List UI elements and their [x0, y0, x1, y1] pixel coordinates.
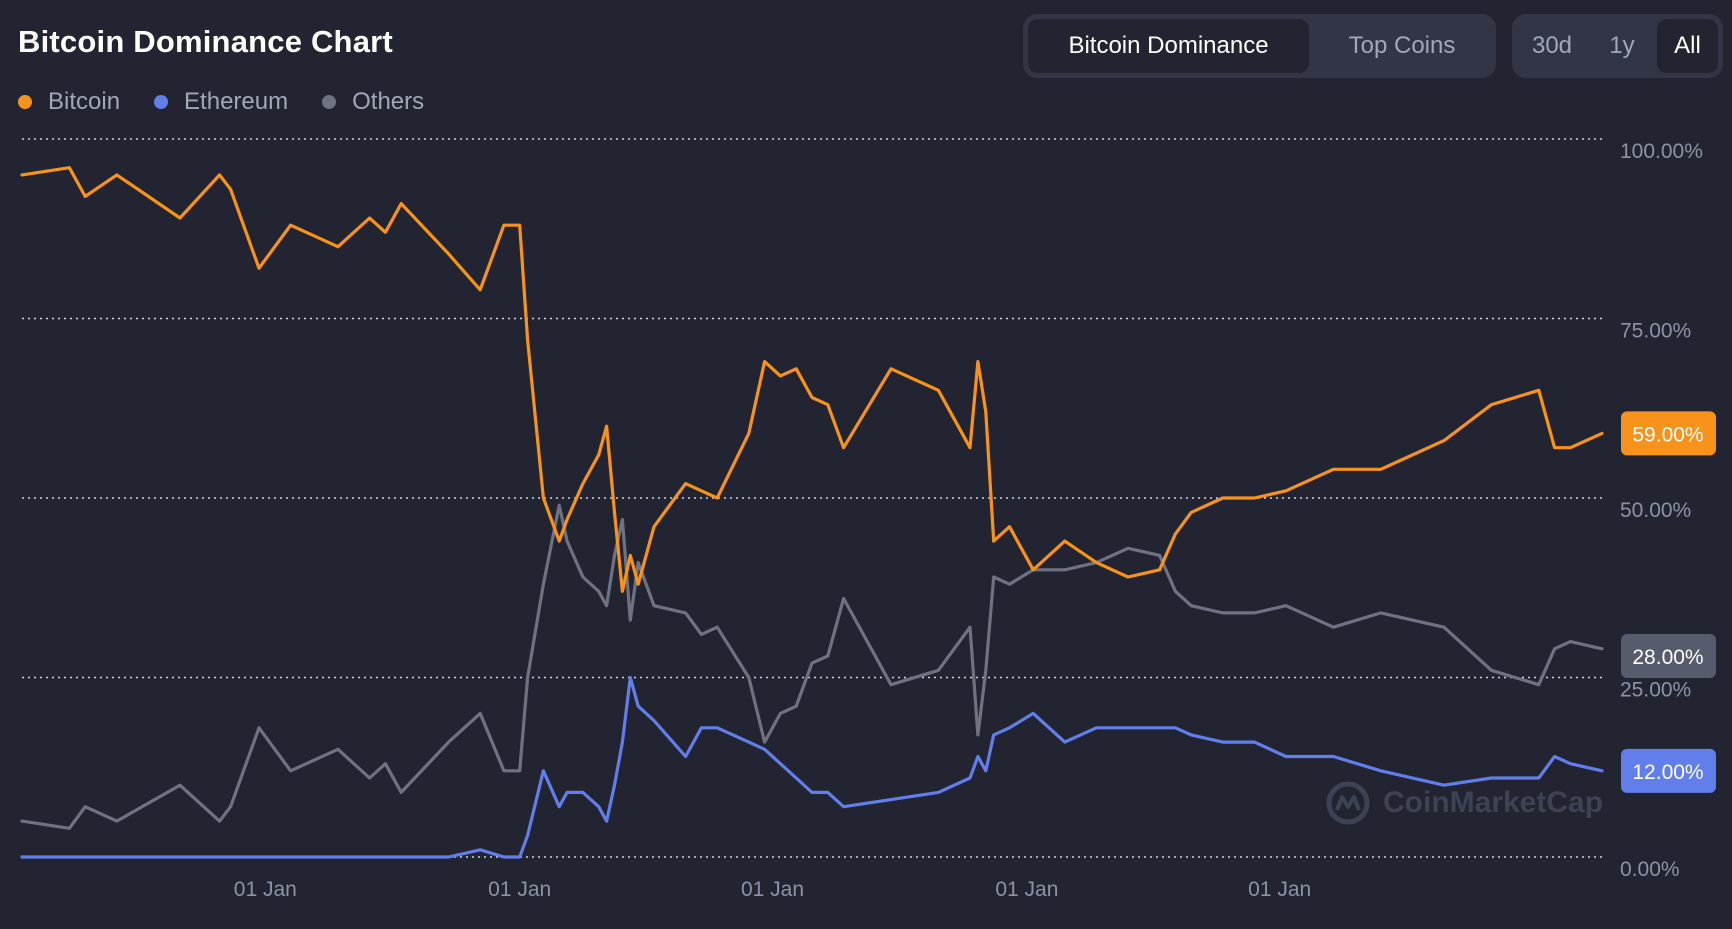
- series-line-others: [20, 503, 1604, 830]
- series-line-ethereum: [20, 675, 1604, 859]
- tab-top-coins[interactable]: Top Coins: [1313, 19, 1491, 73]
- range-30d-button[interactable]: 30d: [1517, 19, 1587, 73]
- legend-item-bitcoin[interactable]: Bitcoin: [18, 88, 120, 116]
- current-value-badge: [1621, 633, 1716, 678]
- series-line-bitcoin: [20, 166, 1604, 593]
- legend-item-ethereum[interactable]: Ethereum: [154, 88, 288, 116]
- legend-dot-icon: [18, 95, 32, 109]
- x-tick-label: 01 Jan: [234, 878, 297, 901]
- current-value-label: 59.00%: [1632, 423, 1703, 446]
- legend-label: Ethereum: [184, 88, 289, 115]
- x-tick-label: 01 Jan: [741, 878, 804, 901]
- watermark-text: CoinMarketCap: [1383, 786, 1604, 819]
- x-tick-label: 01 Jan: [488, 878, 551, 901]
- legend-label: Others: [352, 88, 425, 115]
- current-value-badge: [1621, 411, 1716, 456]
- x-tick-label: 01 Jan: [995, 878, 1058, 901]
- y-tick-label: 25.00%: [1620, 679, 1691, 702]
- chart-view-toggle: Bitcoin Dominance Top Coins: [1023, 14, 1496, 78]
- time-range-toggle: 30d 1y All: [1512, 14, 1723, 78]
- current-value-label: 28.00%: [1632, 646, 1703, 669]
- x-tick-label: 01 Jan: [1248, 878, 1311, 901]
- chart-legend: Bitcoin Ethereum Others: [18, 88, 424, 116]
- y-tick-label: 0.00%: [1620, 858, 1680, 881]
- legend-dot-icon: [154, 95, 169, 109]
- legend-dot-icon: [322, 95, 337, 109]
- legend-item-others[interactable]: Others: [322, 88, 424, 116]
- page-title: Bitcoin Dominance Chart: [18, 24, 393, 59]
- tab-bitcoin-dominance[interactable]: Bitcoin Dominance: [1028, 19, 1309, 73]
- range-1y-button[interactable]: 1y: [1591, 19, 1653, 73]
- legend-label: Bitcoin: [48, 88, 121, 115]
- watermark: CoinMarketCap: [1325, 780, 1603, 826]
- y-tick-label: 50.00%: [1620, 499, 1691, 522]
- range-all-button[interactable]: All: [1657, 19, 1718, 73]
- current-value-label: 12.00%: [1632, 761, 1703, 784]
- current-value-badge: [1621, 748, 1716, 793]
- y-tick-label: 75.00%: [1620, 320, 1691, 343]
- coinmarketcap-logo-icon: [1326, 781, 1370, 825]
- y-tick-label: 100.00%: [1620, 140, 1703, 163]
